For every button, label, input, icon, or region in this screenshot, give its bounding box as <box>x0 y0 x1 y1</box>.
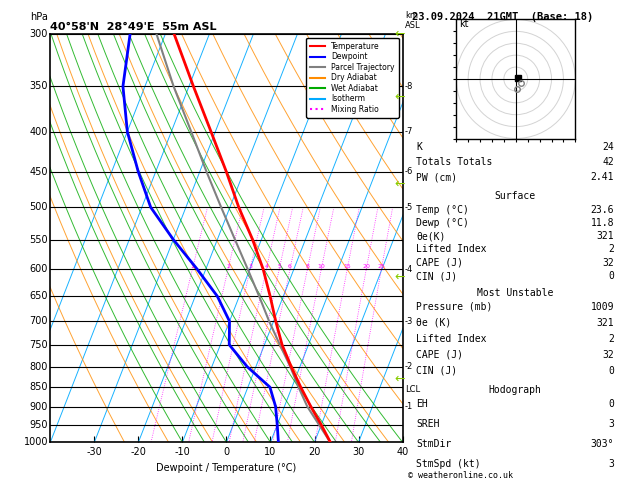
Text: -4: -4 <box>405 264 413 274</box>
Text: 11.8: 11.8 <box>591 218 614 228</box>
Text: θe (K): θe (K) <box>416 318 452 328</box>
Text: 6: 6 <box>288 264 292 269</box>
Text: -2: -2 <box>405 362 413 371</box>
Text: CIN (J): CIN (J) <box>416 365 457 376</box>
Text: 2: 2 <box>226 264 230 269</box>
Text: 2: 2 <box>608 244 614 255</box>
Text: Most Unstable: Most Unstable <box>477 288 554 298</box>
Text: -5: -5 <box>405 203 413 212</box>
Text: 23.6: 23.6 <box>591 205 614 215</box>
Text: StmSpd (kt): StmSpd (kt) <box>416 459 481 469</box>
Text: 3: 3 <box>608 459 614 469</box>
Text: Lifted Index: Lifted Index <box>416 244 487 255</box>
Text: 321: 321 <box>596 231 614 241</box>
Text: 800: 800 <box>30 362 48 372</box>
Text: 32: 32 <box>603 258 614 268</box>
Text: StmDir: StmDir <box>416 439 452 449</box>
Text: 850: 850 <box>30 382 48 392</box>
Text: 40°58'N  28°49'E  55m ASL: 40°58'N 28°49'E 55m ASL <box>50 22 217 32</box>
Text: 650: 650 <box>30 291 48 301</box>
Text: 2.41: 2.41 <box>591 172 614 182</box>
Text: 42: 42 <box>603 157 614 167</box>
Text: K: K <box>416 142 422 153</box>
Text: 600: 600 <box>30 264 48 274</box>
Text: 24: 24 <box>603 142 614 153</box>
Text: 3: 3 <box>248 264 252 269</box>
Text: 1: 1 <box>191 264 194 269</box>
Text: ←: ← <box>394 178 404 191</box>
Text: EH: EH <box>416 399 428 409</box>
Text: Pressure (mb): Pressure (mb) <box>416 302 493 312</box>
Text: ←: ← <box>394 271 404 283</box>
Text: 1009: 1009 <box>591 302 614 312</box>
Text: Dewp (°C): Dewp (°C) <box>416 218 469 228</box>
Text: 23.09.2024  21GMT  (Base: 18): 23.09.2024 21GMT (Base: 18) <box>412 12 593 22</box>
Text: 8: 8 <box>306 264 309 269</box>
Text: 303°: 303° <box>591 439 614 449</box>
Text: 1000: 1000 <box>24 437 48 447</box>
Text: LCL: LCL <box>405 384 420 394</box>
Text: CIN (J): CIN (J) <box>416 271 457 281</box>
Text: θe(K): θe(K) <box>416 231 445 241</box>
Text: 750: 750 <box>30 340 48 350</box>
Text: 0: 0 <box>608 365 614 376</box>
Text: 5: 5 <box>277 264 281 269</box>
Text: 4: 4 <box>264 264 269 269</box>
Text: 500: 500 <box>30 202 48 212</box>
Text: Lifted Index: Lifted Index <box>416 334 487 344</box>
Text: -7: -7 <box>405 127 413 136</box>
Text: PW (cm): PW (cm) <box>416 172 457 182</box>
Text: -1: -1 <box>405 402 413 411</box>
Text: -6: -6 <box>405 167 413 176</box>
Text: -8: -8 <box>405 82 413 91</box>
Text: 25: 25 <box>377 264 386 269</box>
Text: 550: 550 <box>30 235 48 244</box>
Text: 0: 0 <box>608 271 614 281</box>
Text: ←: ← <box>394 28 404 40</box>
Text: 15: 15 <box>343 264 351 269</box>
Text: Surface: Surface <box>494 191 536 201</box>
Text: 2: 2 <box>608 334 614 344</box>
Text: 700: 700 <box>30 316 48 326</box>
Text: 0: 0 <box>608 399 614 409</box>
Text: CAPE (J): CAPE (J) <box>416 258 463 268</box>
Text: Totals Totals: Totals Totals <box>416 157 493 167</box>
Text: 900: 900 <box>30 401 48 412</box>
Text: -3: -3 <box>405 317 413 326</box>
X-axis label: Dewpoint / Temperature (°C): Dewpoint / Temperature (°C) <box>157 463 296 473</box>
Text: 20: 20 <box>362 264 370 269</box>
Text: 321: 321 <box>596 318 614 328</box>
Text: 10: 10 <box>318 264 325 269</box>
Text: © weatheronline.co.uk: © weatheronline.co.uk <box>408 471 513 480</box>
Text: 450: 450 <box>30 167 48 176</box>
Text: Temp (°C): Temp (°C) <box>416 205 469 215</box>
Text: 300: 300 <box>30 29 48 39</box>
Text: 400: 400 <box>30 126 48 137</box>
Text: 32: 32 <box>603 349 614 360</box>
Text: Hodograph: Hodograph <box>489 385 542 396</box>
Text: kt: kt <box>459 18 468 29</box>
Text: ←: ← <box>394 91 404 104</box>
Text: km
ASL: km ASL <box>405 11 420 30</box>
Text: CAPE (J): CAPE (J) <box>416 349 463 360</box>
Text: 3: 3 <box>608 419 614 429</box>
Text: ←: ← <box>394 373 404 385</box>
Text: 350: 350 <box>30 81 48 91</box>
Text: hPa: hPa <box>30 12 48 22</box>
Legend: Temperature, Dewpoint, Parcel Trajectory, Dry Adiabat, Wet Adiabat, Isotherm, Mi: Temperature, Dewpoint, Parcel Trajectory… <box>306 38 399 118</box>
Text: 950: 950 <box>30 420 48 430</box>
Text: SREH: SREH <box>416 419 440 429</box>
